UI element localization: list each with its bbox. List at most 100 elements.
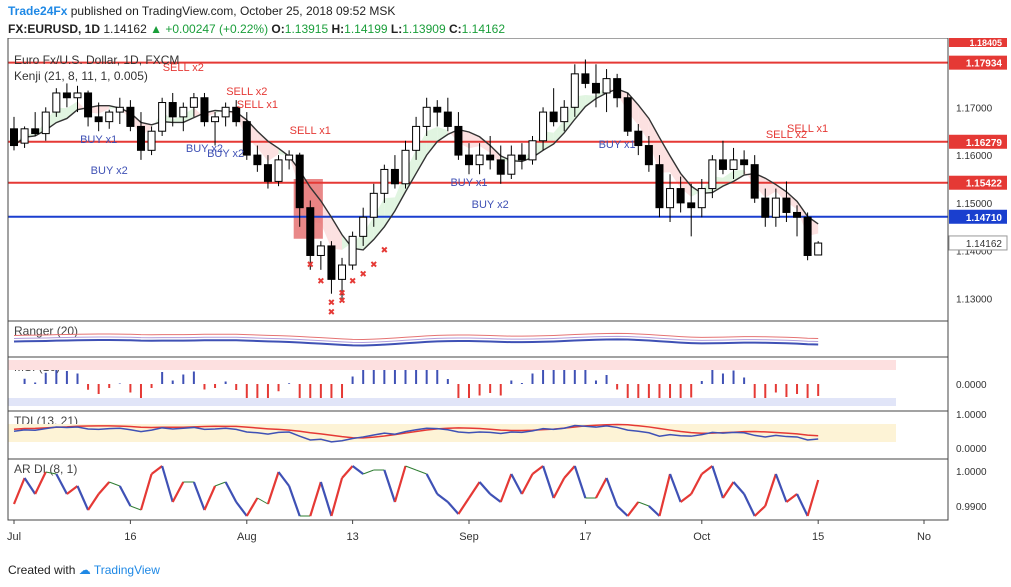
candle[interactable] (105, 109, 114, 129)
candle[interactable] (454, 112, 463, 160)
candle[interactable] (295, 152, 304, 227)
candle[interactable] (327, 241, 336, 294)
candle[interactable] (52, 88, 61, 117)
candle[interactable] (771, 188, 780, 227)
candle[interactable] (10, 116, 18, 151)
candle[interactable] (168, 92, 177, 127)
candle[interactable] (242, 112, 251, 160)
ranger-line (13, 332, 819, 340)
candle[interactable] (549, 88, 558, 127)
candle-body (433, 106, 442, 113)
candle[interactable] (581, 59, 590, 89)
candle[interactable] (782, 181, 791, 223)
candle[interactable] (412, 116, 421, 160)
candle[interactable] (697, 179, 706, 218)
candle[interactable] (189, 92, 198, 117)
candle[interactable] (232, 100, 241, 127)
candle[interactable] (380, 164, 389, 203)
candle[interactable] (274, 155, 283, 187)
candle[interactable] (20, 126, 29, 148)
kenji-cloud-segment (320, 200, 332, 249)
candle[interactable] (221, 102, 230, 127)
candle[interactable] (443, 97, 452, 132)
candle[interactable] (539, 107, 548, 151)
candle[interactable] (422, 97, 431, 136)
candle[interactable] (306, 200, 315, 270)
candle[interactable] (602, 69, 611, 113)
candle-body (20, 128, 29, 144)
candle[interactable] (41, 107, 50, 141)
ardi-segment (531, 465, 544, 475)
candle[interactable] (200, 92, 209, 127)
tradingview-logo-icon[interactable]: ☁ (78, 563, 91, 577)
candle[interactable] (528, 135, 537, 165)
candle[interactable] (644, 135, 653, 172)
candle[interactable] (465, 143, 473, 175)
candle[interactable] (687, 183, 696, 237)
candle[interactable] (147, 126, 156, 156)
candle[interactable] (475, 143, 484, 175)
candle[interactable] (136, 112, 145, 160)
candle[interactable] (634, 124, 643, 156)
candle[interactable] (115, 97, 124, 125)
candle[interactable] (486, 135, 495, 170)
last-price-label: 1.14162 (966, 239, 1003, 250)
candle[interactable] (708, 155, 717, 199)
candle[interactable] (793, 205, 802, 237)
candle[interactable] (718, 140, 727, 175)
candle[interactable] (126, 100, 135, 132)
candle-body (486, 154, 495, 161)
candle[interactable] (211, 112, 220, 146)
candle[interactable] (369, 183, 378, 227)
publisher-name[interactable]: Trade24Fx (8, 4, 68, 18)
tradingview-link[interactable]: TradingView (93, 563, 160, 577)
candle[interactable] (517, 143, 526, 170)
kenji-cloud-segment (289, 155, 300, 190)
candle[interactable] (316, 241, 325, 270)
candle[interactable] (591, 64, 600, 108)
candle[interactable] (433, 100, 442, 127)
candle[interactable] (401, 140, 410, 189)
candle[interactable] (761, 188, 770, 227)
candle[interactable] (750, 155, 759, 203)
candle[interactable] (740, 150, 749, 175)
candle[interactable] (729, 147, 738, 179)
candle[interactable] (94, 102, 103, 132)
candle[interactable] (158, 97, 167, 136)
candle[interactable] (814, 241, 823, 256)
candle[interactable] (623, 92, 632, 136)
candle[interactable] (570, 64, 579, 117)
candle[interactable] (73, 85, 82, 113)
candle-body (31, 128, 40, 135)
candle[interactable] (348, 231, 357, 270)
candle[interactable] (507, 145, 516, 179)
candle-body (740, 159, 749, 166)
candle[interactable] (496, 145, 505, 184)
candle[interactable] (613, 73, 622, 108)
candle[interactable] (560, 100, 569, 132)
ardi-segment (139, 473, 153, 511)
candle-body (263, 164, 272, 182)
kenji-cloud-segment (98, 105, 110, 114)
kenji-cloud-segment (585, 94, 596, 107)
candle[interactable] (62, 83, 71, 108)
candle[interactable] (179, 102, 188, 132)
candle[interactable] (285, 150, 294, 170)
candle[interactable] (803, 212, 812, 261)
ardi-segment (319, 481, 333, 517)
candle[interactable] (676, 176, 685, 213)
candle[interactable] (253, 145, 262, 172)
candle[interactable] (359, 207, 368, 246)
candle[interactable] (655, 155, 664, 218)
candle[interactable] (263, 155, 272, 189)
ardi-segment (753, 505, 767, 517)
candle[interactable] (390, 155, 399, 189)
candle[interactable] (84, 90, 93, 127)
candle[interactable] (31, 112, 40, 136)
candle[interactable] (338, 257, 347, 299)
cross-marker: ✖ (307, 259, 315, 269)
cross-marker: ✖ (338, 288, 346, 298)
candle[interactable] (666, 174, 675, 223)
